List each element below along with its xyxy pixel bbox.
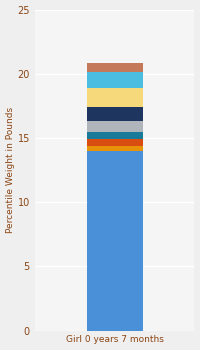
Bar — [87, 121, 143, 132]
Bar — [87, 132, 143, 139]
Bar — [87, 88, 143, 107]
Bar — [87, 146, 143, 151]
Bar — [87, 139, 143, 146]
Bar — [87, 63, 143, 72]
Y-axis label: Percentile Weight in Pounds: Percentile Weight in Pounds — [6, 107, 15, 233]
Bar — [87, 151, 143, 331]
Bar — [87, 72, 143, 88]
Bar — [87, 107, 143, 121]
